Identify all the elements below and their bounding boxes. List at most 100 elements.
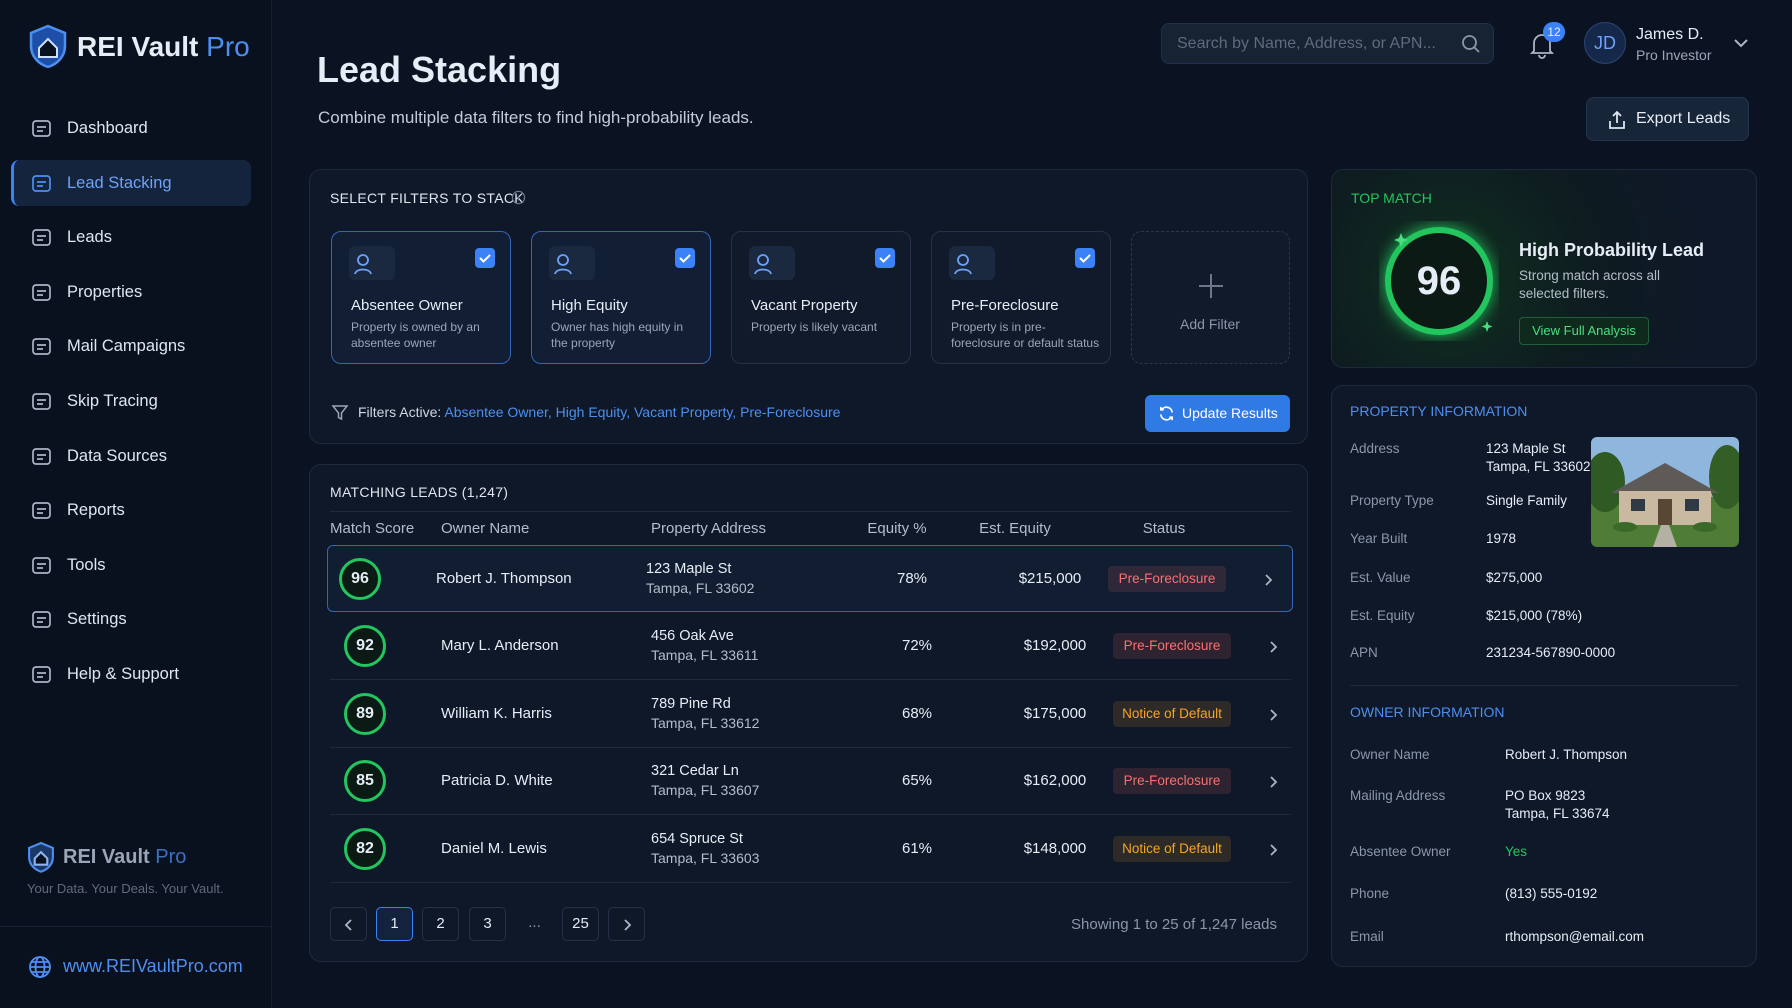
site-url[interactable]: www.REIVaultPro.com (63, 956, 243, 976)
nav-item[interactable]: Skip Tracing (11, 378, 251, 424)
nav-label: Mail Campaigns (67, 337, 186, 356)
filter-icon-svg (749, 246, 795, 280)
nav-icon (31, 282, 52, 303)
filters-active-list: Absentee Owner, High Equity, Vacant Prop… (444, 404, 841, 420)
nav-icon-svg (32, 393, 51, 410)
street: 654 Spruce St (651, 831, 743, 848)
nav-label: Tools (67, 555, 106, 574)
checkbox (675, 248, 695, 268)
filter-icon-svg (549, 246, 595, 280)
filter-card[interactable]: Absentee Owner Property is owned by an ab… (331, 231, 511, 364)
city: Tampa, FL 33602 (646, 580, 755, 596)
analysis-button[interactable]: View Full Analysis (1519, 317, 1649, 345)
status-badge: Pre-Foreclosure (1113, 768, 1231, 795)
filter-title: Vacant Property (751, 297, 858, 314)
checkbox (875, 248, 895, 268)
lead-row[interactable]: 82 Daniel M. Lewis 654 Spruce St Tampa, FL … (330, 816, 1291, 884)
avatar[interactable]: JD (1584, 22, 1626, 64)
nav-item[interactable]: Reports (11, 487, 251, 533)
filter-card[interactable]: Pre-Foreclosure Property is in pre-forecl… (931, 231, 1111, 364)
lead-row[interactable]: 89 William K. Harris 789 Pine Rd Tampa, FL … (330, 681, 1291, 748)
filter-title: Absentee Owner (351, 297, 463, 314)
nav-label: Settings (67, 610, 127, 629)
lead-row[interactable]: 85 Patricia D. White 321 Cedar Ln Tampa, FL… (330, 748, 1291, 816)
nav-item[interactable]: Leads (11, 214, 251, 260)
column-header: Property Address (651, 520, 767, 537)
footer-brand-accent: Pro (155, 846, 187, 868)
lead-row[interactable]: 92 Mary L. Anderson 456 Oak Ave Tampa, FL 3… (330, 613, 1291, 680)
nav-label: Dashboard (67, 119, 148, 137)
nav-item[interactable]: Dashboard (11, 105, 251, 151)
filter-cards: Absentee Owner Property is owned by an ab… (310, 170, 1309, 370)
funnel-icon (331, 405, 349, 421)
field-value: Yes (1505, 844, 1528, 859)
next-icon (624, 919, 632, 931)
row-chevron (1263, 573, 1275, 587)
row-chevron-svg (1270, 708, 1278, 721)
field-value: 231234-567890-0000 (1486, 645, 1616, 660)
globe-icon (29, 956, 51, 978)
nav-icon (31, 500, 52, 521)
lead-row[interactable]: 96 Robert J. Thompson 123 Maple St Tampa, F… (327, 545, 1293, 612)
header-divider (330, 511, 1291, 512)
update-button[interactable]: Update Results (1145, 395, 1290, 432)
user-menu-chevron[interactable] (1733, 37, 1749, 49)
page-button[interactable]: 3 (469, 907, 506, 941)
page-button[interactable]: 25 (562, 907, 599, 941)
export-button[interactable]: Export Leads (1586, 97, 1749, 141)
info-divider (1350, 685, 1738, 686)
nav-item[interactable]: Settings (11, 596, 251, 642)
score-ring (343, 692, 387, 736)
filter-title: High Equity (551, 297, 628, 314)
nav-icon-svg (32, 611, 51, 629)
equity-pct: 68% (901, 704, 933, 722)
info-icon (511, 190, 526, 205)
filters-active-label: Filters Active: (358, 404, 442, 420)
next-page[interactable] (608, 907, 645, 941)
owner-heading: OWNER INFORMATION (1350, 704, 1505, 720)
status-badge: Notice of Default (1113, 836, 1231, 863)
row-chevron (1268, 843, 1280, 857)
add-filter-card[interactable]: Add Filter (1131, 231, 1290, 364)
nav-label: Data Sources (67, 446, 167, 465)
nav-icon (31, 336, 52, 357)
field-label: Est. Value (1350, 570, 1411, 585)
filter-card[interactable]: High Equity Owner has high equity in the … (531, 231, 711, 364)
page-button[interactable]: 2 (422, 907, 459, 941)
checkbox-svg (675, 248, 695, 268)
filter-icon (549, 246, 595, 280)
city: Tampa, FL 33603 (651, 850, 760, 867)
nav-item[interactable]: Properties (11, 269, 251, 315)
score-ring-svg (344, 692, 386, 735)
brand-name: REI Vault (77, 31, 199, 62)
nav-item[interactable]: Help & Support (11, 651, 251, 697)
row-chevron-svg (1270, 844, 1278, 856)
prev-page[interactable] (330, 907, 367, 941)
nav-item[interactable]: Data Sources (11, 433, 251, 479)
filter-description: Property is likely vacant (751, 320, 878, 334)
owner-name: Daniel M. Lewis (441, 840, 547, 858)
equity-pct: 65% (901, 772, 933, 790)
nav-item[interactable]: Mail Campaigns (11, 323, 251, 369)
page-button[interactable]: 1 (376, 907, 413, 941)
footer-brand-name: REI Vault (63, 846, 150, 868)
status-badge: Pre-Foreclosure (1113, 632, 1231, 659)
filter-card[interactable]: Vacant Property Property is likely vacant (731, 231, 911, 364)
nav-icon-svg (32, 120, 51, 137)
filter-title: Pre-Foreclosure (951, 297, 1059, 314)
field-label: Mailing Address (1350, 788, 1446, 803)
nav-icon (31, 555, 52, 576)
nav-item[interactable]: Lead Stacking (11, 159, 251, 206)
nav-label: Skip Tracing (67, 392, 158, 410)
nav-icon (31, 173, 52, 194)
score: 85 (356, 772, 374, 790)
notification-badge: 12 (1543, 22, 1565, 42)
city: Tampa, FL 33612 (651, 714, 760, 731)
score-ring-svg (339, 558, 381, 600)
refresh-icon (1159, 406, 1174, 421)
brand-accent: Pro (206, 31, 250, 62)
search-box[interactable]: Search by Name, Address, or APN... (1161, 23, 1494, 64)
filters-active: Filters Active: Absentee Owner, High Equ… (358, 404, 840, 420)
nav-item[interactable]: Tools (11, 542, 251, 588)
